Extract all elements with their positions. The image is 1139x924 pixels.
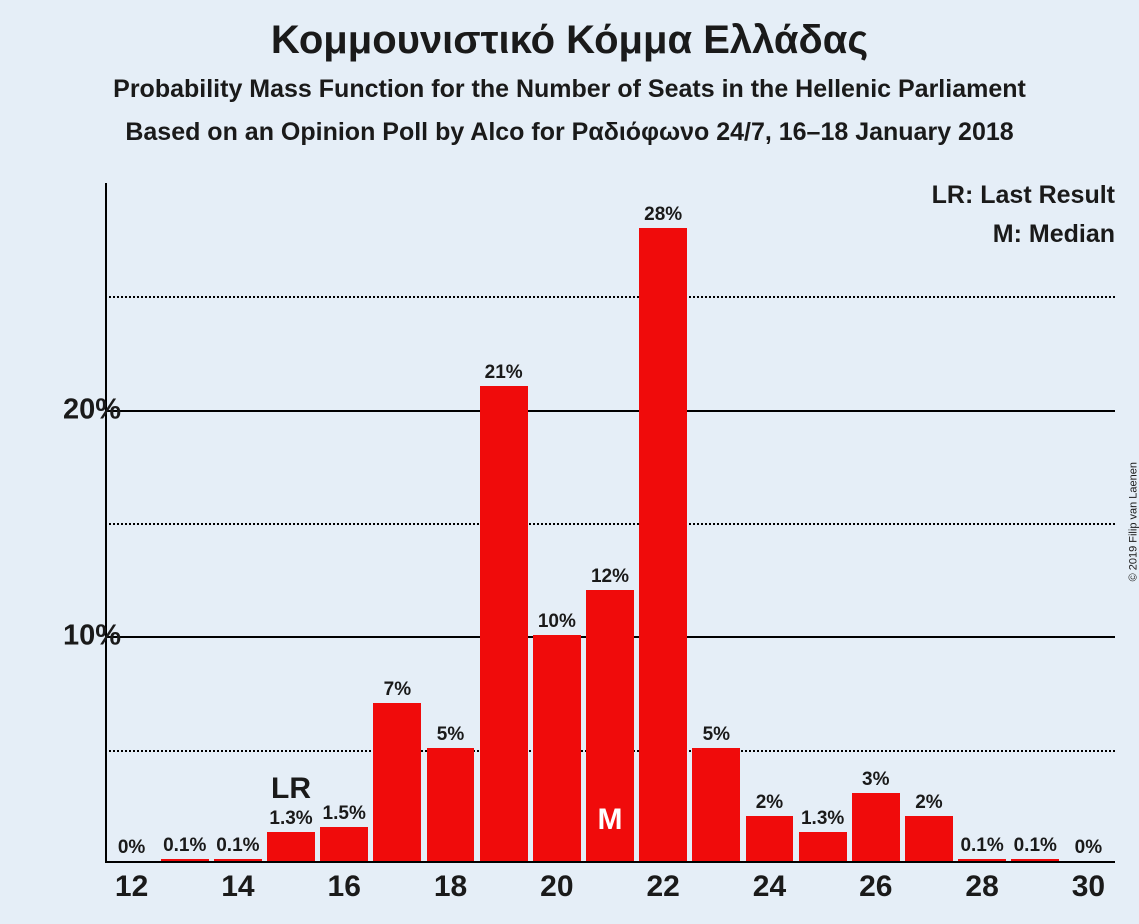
bars-container: 0%0.1%0.1%1.3%1.5%7%5%21%10%12%M28%5%2%1… [105,183,1115,861]
x-tick-label: 20 [540,870,573,904]
x-tick-label: 30 [1072,870,1105,904]
bar-slot: 21% [477,183,530,861]
x-tick-label: 28 [965,870,998,904]
bar-slot: 1.5% [318,183,371,861]
bar: 0.1% [161,859,209,861]
x-tick-label: 16 [328,870,361,904]
bar-slot: 7% [371,183,424,861]
bar-slot: 28% [637,183,690,861]
x-tick-labels: 12 14 16 18 20 22 24 26 28 30 [105,870,1115,910]
bar: 1.3% [799,832,847,861]
x-tick-label: 12 [115,870,148,904]
bar: 1.3% [267,832,315,861]
chart-plot: 0%0.1%0.1%1.3%1.5%7%5%21%10%12%M28%5%2%1… [105,183,1115,863]
bar-slot: 2% [743,183,796,861]
chart-subtitle-1: Probability Mass Function for the Number… [0,75,1139,104]
bar-slot: 0.1% [158,183,211,861]
bar-slot: 10% [530,183,583,861]
median-marker: M [586,803,634,837]
bar: 5% [427,748,475,861]
bar-slot: 0% [1062,183,1115,861]
x-tick-label: 26 [859,870,892,904]
bar-slot: 5% [690,183,743,861]
bar-slot: 0.1% [1009,183,1062,861]
x-tick-label: 14 [221,870,254,904]
lr-marker: LR [271,772,311,806]
y-tick-label: 20% [63,393,121,426]
bar-slot: 0.1% [211,183,264,861]
bar-slot: 2% [902,183,955,861]
y-tick-label: 10% [63,620,121,653]
bar-slot: 0.1% [956,183,1009,861]
bar-slot: 3% [849,183,902,861]
bar-slot: 1.3% [796,183,849,861]
x-tick-label: 24 [753,870,786,904]
bar-slot: 0% [105,183,158,861]
bar: 28% [639,228,687,861]
bar: 1.5% [320,827,368,861]
x-axis [105,861,1115,863]
copyright: © 2019 Filip van Laenen [1127,462,1139,581]
x-tick-label: 18 [434,870,467,904]
bar-slot: 5% [424,183,477,861]
bar: 0.1% [958,859,1006,861]
x-tick-label: 22 [646,870,679,904]
bar-slot: 12%M [583,183,636,861]
chart-subtitle-2: Based on an Opinion Poll by Alco for Ραδ… [0,118,1139,147]
bar: 10% [533,635,581,861]
bar-slot: 1.3% [264,183,317,861]
bar-value-label: 0% [1041,837,1137,861]
chart-title: Κομμουνιστικό Κόμμα Ελλάδας [0,0,1139,63]
bar: 12%M [586,590,634,861]
bar: 0.1% [214,859,262,861]
